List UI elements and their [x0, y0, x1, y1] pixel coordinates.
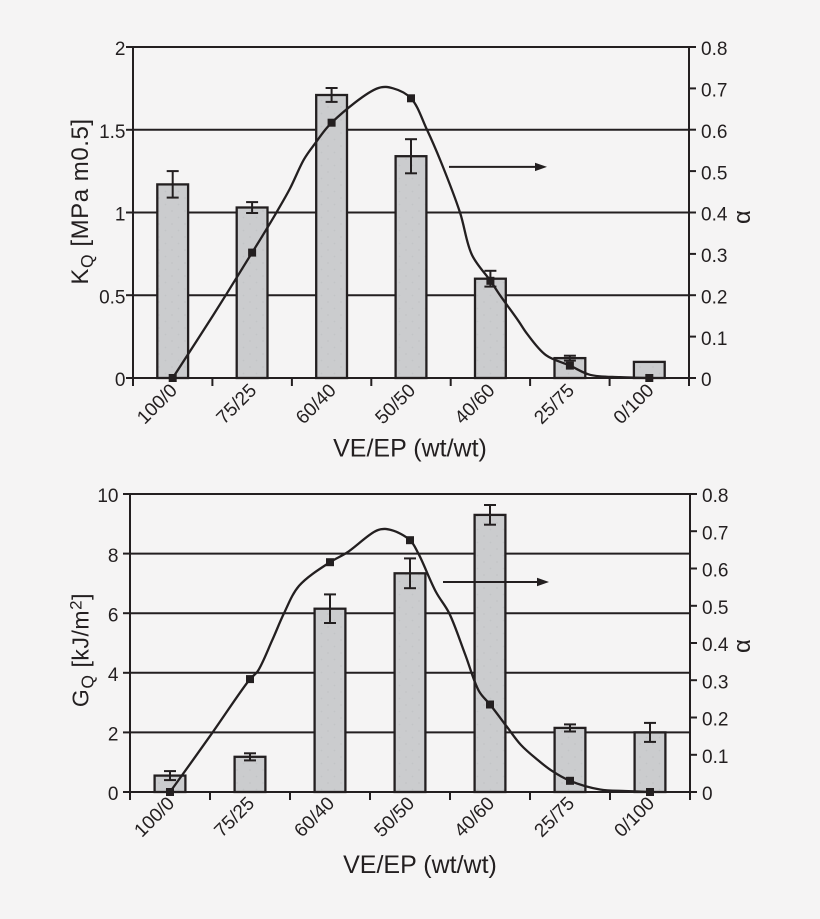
svg-text:0.6: 0.6	[702, 561, 728, 582]
svg-text:0.2: 0.2	[702, 710, 728, 731]
svg-text:0: 0	[701, 370, 712, 391]
svg-text:α: α	[729, 210, 756, 224]
svg-text:0.2: 0.2	[701, 287, 727, 308]
svg-text:0.8: 0.8	[701, 39, 727, 60]
svg-text:0.5: 0.5	[702, 598, 728, 619]
svg-text:0: 0	[115, 370, 126, 391]
svg-text:0.1: 0.1	[701, 329, 727, 350]
svg-text:1: 1	[115, 205, 126, 226]
svg-text:0: 0	[702, 784, 713, 805]
svg-text:0.5: 0.5	[99, 287, 125, 308]
svg-text:2: 2	[115, 39, 126, 60]
svg-text:GQ [kJ/m2]: GQ [kJ/m2]	[67, 593, 98, 707]
svg-text:VE/EP (wt/wt): VE/EP (wt/wt)	[343, 851, 497, 879]
svg-text:0.4: 0.4	[701, 205, 728, 226]
svg-text:VE/EP (wt/wt): VE/EP (wt/wt)	[333, 435, 487, 463]
svg-text:0.5: 0.5	[701, 163, 727, 184]
svg-text:KQ [MPa m0.5]: KQ [MPa m0.5]	[67, 118, 97, 284]
svg-text:6: 6	[108, 605, 119, 626]
svg-text:0.7: 0.7	[702, 524, 728, 545]
svg-text:0.6: 0.6	[701, 122, 727, 143]
svg-text:10: 10	[97, 486, 118, 507]
svg-text:0.3: 0.3	[701, 246, 727, 267]
svg-text:2: 2	[108, 725, 119, 746]
svg-text:8: 8	[108, 546, 119, 567]
svg-text:4: 4	[108, 665, 119, 686]
svg-text:0.3: 0.3	[702, 673, 728, 694]
svg-text:α: α	[729, 639, 756, 653]
svg-text:0.7: 0.7	[701, 81, 727, 102]
svg-text:0.8: 0.8	[702, 486, 728, 507]
svg-text:0: 0	[108, 784, 119, 805]
svg-text:0.1: 0.1	[702, 747, 728, 768]
svg-text:0.4: 0.4	[702, 635, 729, 656]
svg-text:1.5: 1.5	[99, 122, 125, 143]
